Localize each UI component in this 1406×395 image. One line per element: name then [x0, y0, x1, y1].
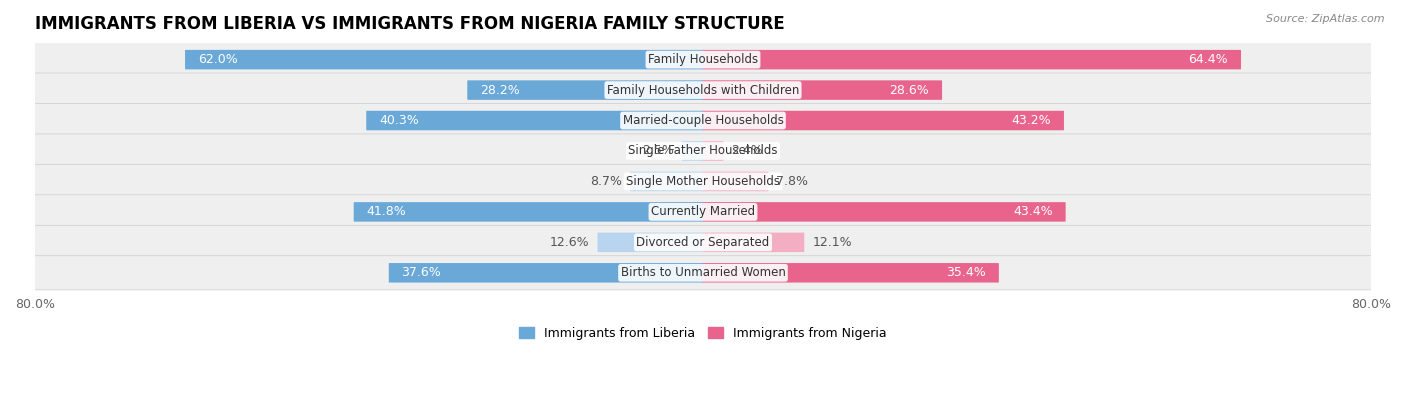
Text: 43.4%: 43.4%	[1014, 205, 1053, 218]
Text: Married-couple Households: Married-couple Households	[623, 114, 783, 127]
FancyBboxPatch shape	[25, 256, 1381, 290]
FancyBboxPatch shape	[703, 233, 804, 252]
FancyBboxPatch shape	[703, 50, 1241, 70]
Text: 37.6%: 37.6%	[402, 266, 441, 279]
FancyBboxPatch shape	[366, 111, 703, 130]
FancyBboxPatch shape	[25, 103, 1381, 137]
Text: 43.2%: 43.2%	[1011, 114, 1052, 127]
FancyBboxPatch shape	[186, 50, 703, 70]
Text: 12.1%: 12.1%	[813, 236, 852, 249]
Text: 28.6%: 28.6%	[890, 84, 929, 97]
Text: Single Father Households: Single Father Households	[628, 145, 778, 158]
FancyBboxPatch shape	[25, 73, 1381, 107]
Text: 2.4%: 2.4%	[731, 145, 763, 158]
Text: 62.0%: 62.0%	[198, 53, 238, 66]
FancyBboxPatch shape	[389, 263, 703, 282]
FancyBboxPatch shape	[703, 202, 1066, 222]
Text: Single Mother Households: Single Mother Households	[626, 175, 780, 188]
FancyBboxPatch shape	[703, 111, 1064, 130]
Text: 40.3%: 40.3%	[380, 114, 419, 127]
Text: 8.7%: 8.7%	[591, 175, 621, 188]
FancyBboxPatch shape	[25, 134, 1381, 168]
Text: Source: ZipAtlas.com: Source: ZipAtlas.com	[1267, 14, 1385, 24]
FancyBboxPatch shape	[703, 263, 998, 282]
FancyBboxPatch shape	[703, 80, 942, 100]
Text: Currently Married: Currently Married	[651, 205, 755, 218]
Text: 35.4%: 35.4%	[946, 266, 986, 279]
FancyBboxPatch shape	[630, 172, 703, 191]
FancyBboxPatch shape	[703, 172, 769, 191]
FancyBboxPatch shape	[682, 141, 703, 161]
Text: 12.6%: 12.6%	[550, 236, 589, 249]
FancyBboxPatch shape	[467, 80, 703, 100]
Text: IMMIGRANTS FROM LIBERIA VS IMMIGRANTS FROM NIGERIA FAMILY STRUCTURE: IMMIGRANTS FROM LIBERIA VS IMMIGRANTS FR…	[35, 15, 785, 33]
FancyBboxPatch shape	[703, 141, 723, 161]
FancyBboxPatch shape	[25, 195, 1381, 229]
FancyBboxPatch shape	[598, 233, 703, 252]
Text: 41.8%: 41.8%	[367, 205, 406, 218]
FancyBboxPatch shape	[25, 225, 1381, 260]
Text: Family Households with Children: Family Households with Children	[607, 84, 799, 97]
Legend: Immigrants from Liberia, Immigrants from Nigeria: Immigrants from Liberia, Immigrants from…	[515, 322, 891, 345]
FancyBboxPatch shape	[25, 164, 1381, 199]
FancyBboxPatch shape	[354, 202, 703, 222]
Text: Family Households: Family Households	[648, 53, 758, 66]
Text: 28.2%: 28.2%	[479, 84, 520, 97]
Text: Divorced or Separated: Divorced or Separated	[637, 236, 769, 249]
FancyBboxPatch shape	[25, 43, 1381, 77]
Text: Births to Unmarried Women: Births to Unmarried Women	[620, 266, 786, 279]
Text: 2.5%: 2.5%	[643, 145, 673, 158]
Text: 64.4%: 64.4%	[1188, 53, 1229, 66]
Text: 7.8%: 7.8%	[776, 175, 808, 188]
